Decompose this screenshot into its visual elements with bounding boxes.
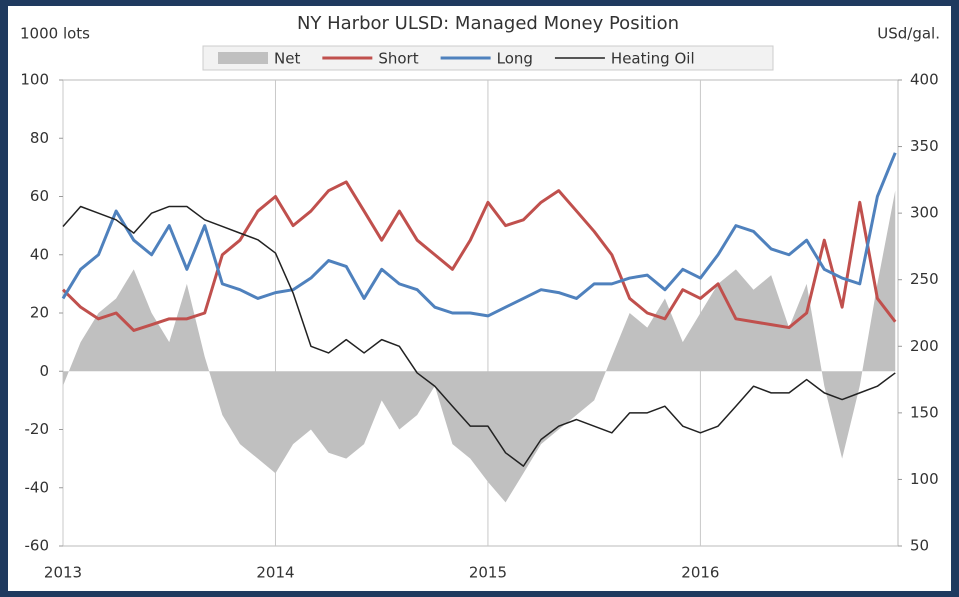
line <box>61 152 897 318</box>
y-tick-label: 60 <box>30 187 49 205</box>
y2-tick-label: 200 <box>910 337 939 355</box>
x-tick-label: 2015 <box>469 564 507 582</box>
y2-tick-label: 150 <box>910 403 939 421</box>
legend-label: Heating Oil <box>611 50 695 68</box>
y-tick-label: 40 <box>30 245 49 263</box>
y2-tick-label: 100 <box>910 470 939 488</box>
legend-swatch <box>218 52 268 64</box>
y2-tick-label: 400 <box>910 71 939 89</box>
x-tick-label: 2016 <box>681 564 719 582</box>
legend-label: Short <box>378 50 418 68</box>
line <box>62 205 896 467</box>
y-tick-label: 80 <box>30 129 49 147</box>
line <box>61 180 897 332</box>
x-tick-label: 2014 <box>256 564 294 582</box>
chart: NY Harbor ULSD: Managed Money Position 1… <box>8 6 951 591</box>
y-tick-label: -60 <box>25 537 50 555</box>
panel <box>8 6 951 591</box>
y2-axis-label: USd/gal. <box>877 25 940 43</box>
y-tick-label: 0 <box>39 362 49 380</box>
y2-tick-label: 300 <box>910 204 939 222</box>
y-tick-label: -20 <box>25 420 50 438</box>
chart-title: NY Harbor ULSD: Managed Money Position <box>297 13 679 34</box>
y-axis-label: 1000 lots <box>20 25 90 43</box>
area <box>63 190 896 503</box>
legend-label: Net <box>274 50 300 68</box>
y-tick-label: 20 <box>30 304 49 322</box>
y2-tick-label: 250 <box>910 270 939 288</box>
y2-tick-label: 50 <box>910 537 929 555</box>
y2-tick-label: 350 <box>910 137 939 155</box>
y-tick-label: 100 <box>20 71 49 89</box>
legend-label: Long <box>497 50 533 68</box>
y-tick-label: -40 <box>25 478 50 496</box>
x-tick-label: 2013 <box>44 564 82 582</box>
